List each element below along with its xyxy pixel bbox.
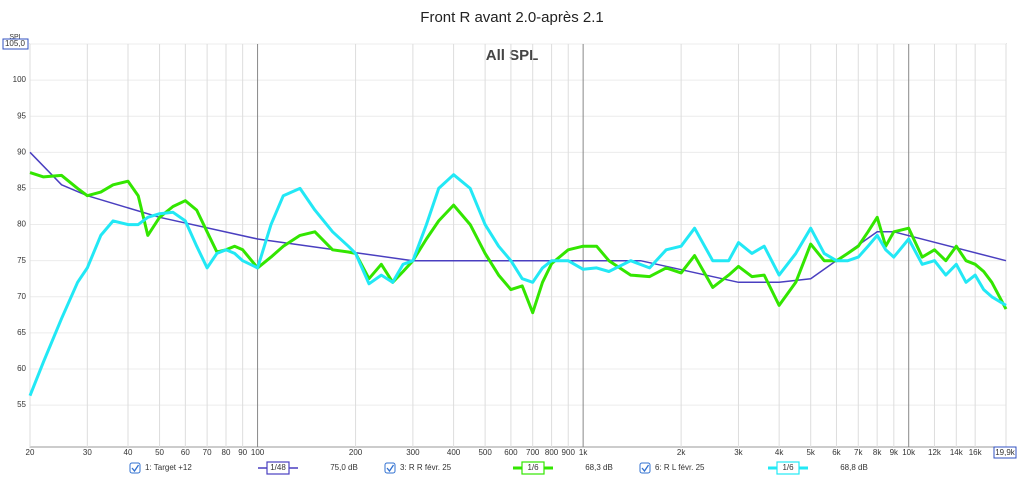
x-tick-label: 7k — [854, 448, 863, 457]
y-tick-label: 65 — [17, 328, 26, 337]
legend-smoothing: 1/6 — [782, 463, 794, 472]
x-tick-label: 8k — [873, 448, 882, 457]
x-tick-label: 80 — [222, 448, 231, 457]
y-tick-label: 105,0 — [5, 39, 26, 48]
legend-smoothing-box[interactable] — [521, 461, 545, 475]
series-line — [28, 173, 1007, 397]
x-tick-label: 800 — [545, 448, 559, 457]
legend-level: 75,0 dB — [330, 463, 358, 472]
x-tick-label: 100 — [251, 448, 265, 457]
y-tick-label: 90 — [17, 147, 26, 156]
legend-label: 3: R R févr. 25 — [400, 463, 452, 472]
x-tick-label: 70 — [203, 448, 212, 457]
x-tick-label: 5k — [806, 448, 815, 457]
legend-level: 68,3 dB — [585, 463, 613, 472]
x-tick-label: 40 — [124, 448, 133, 457]
x-tick-label: 90 — [238, 448, 247, 457]
x-tick-label: 200 — [349, 448, 363, 457]
x-tick-label: 6k — [832, 448, 841, 457]
x-tick-label: 3k — [734, 448, 743, 457]
x-tick-label: 10k — [902, 448, 916, 457]
x-tick-label: 30 — [83, 448, 92, 457]
y-tick-label: 85 — [17, 184, 26, 193]
x-tick-label: 9k — [890, 448, 899, 457]
legend-smoothing-box[interactable] — [776, 461, 800, 475]
x-tick-label: 20 — [26, 448, 35, 457]
x-tick-label: 12k — [928, 448, 942, 457]
legend-check — [131, 464, 140, 473]
x-tick-label: 400 — [447, 448, 461, 457]
x-tick-label: 4k — [775, 448, 784, 457]
x-tick-label: 700 — [526, 448, 540, 457]
y-tick-label: 55 — [17, 400, 26, 409]
x-tick-label: 600 — [504, 448, 518, 457]
y-tick-label: 70 — [17, 292, 26, 301]
y-tick-label: 80 — [17, 220, 26, 229]
legend-checkbox[interactable] — [129, 462, 141, 474]
legend-label: 1: Target +12 — [145, 463, 192, 472]
x-tick-label: 900 — [562, 448, 576, 457]
x-tick-label: 60 — [181, 448, 190, 457]
x-tick-label: 16k — [969, 448, 983, 457]
x-tick-label: 19,9k — [995, 448, 1016, 457]
series-line — [29, 171, 1008, 315]
legend-check — [386, 464, 395, 473]
legend-smoothing: 1/6 — [527, 463, 539, 472]
chart-subtitle: All SPL — [486, 47, 539, 64]
tick-box — [2, 38, 29, 50]
x-tick-label: 300 — [406, 448, 420, 457]
y-tick-label: 60 — [17, 364, 26, 373]
y-tick-label: 75 — [17, 256, 26, 265]
y-tick-label: 100 — [13, 75, 27, 84]
y-tick-label: 95 — [17, 111, 26, 120]
legend-level: 68,8 dB — [840, 463, 868, 472]
chart-title: Front R avant 2.0-après 2.1 — [420, 9, 603, 26]
legend-label: 6: R L févr. 25 — [655, 463, 705, 472]
y-axis-label: SPL — [9, 34, 22, 41]
legend-smoothing: 1/48 — [270, 463, 286, 472]
x-tick-label: 14k — [950, 448, 964, 457]
legend-smoothing-box[interactable] — [266, 461, 290, 475]
legend-checkbox[interactable] — [639, 462, 651, 474]
x-tick-label: 1k — [579, 448, 588, 457]
legend-check — [641, 464, 650, 473]
legend-checkbox[interactable] — [384, 462, 396, 474]
x-tick-label: 2k — [677, 448, 686, 457]
tick-box — [993, 446, 1017, 459]
x-tick-label: 500 — [478, 448, 492, 457]
x-tick-label: 50 — [155, 448, 164, 457]
